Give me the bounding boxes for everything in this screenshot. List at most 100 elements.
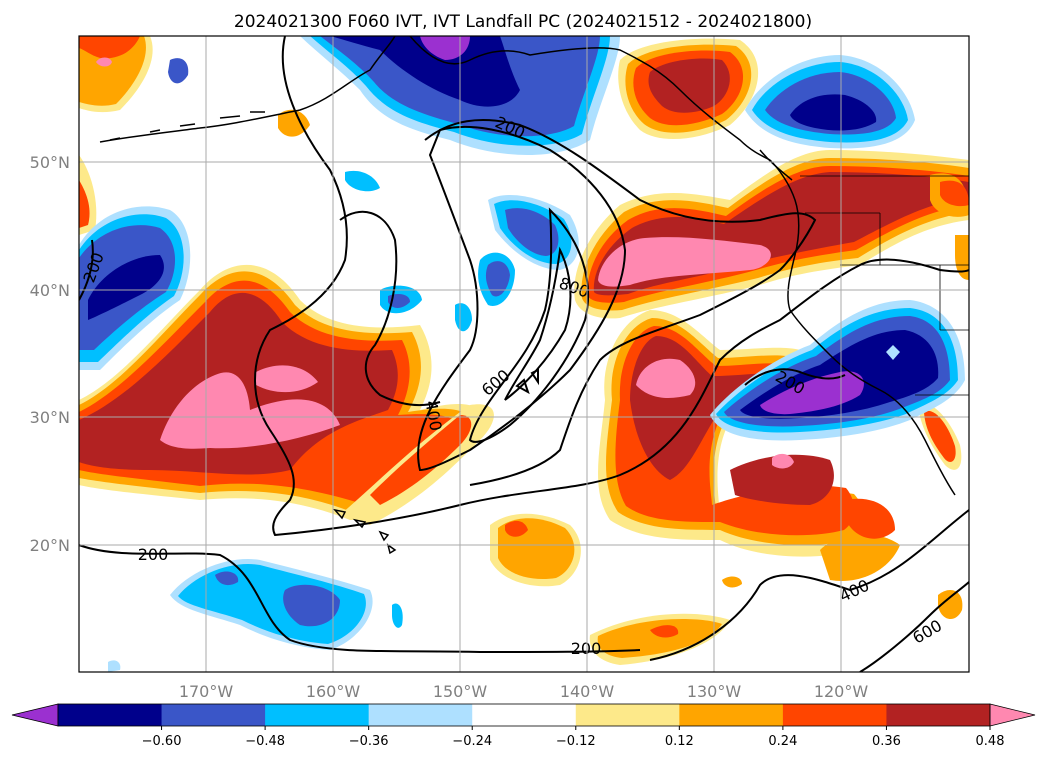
contour-label: 200 (571, 639, 602, 658)
ivt-contour-600-south (859, 581, 969, 672)
lon-label-170: 170°W (179, 682, 234, 701)
lon-label-150: 150°W (433, 682, 488, 701)
colorbar-outline (57, 703, 991, 727)
hawaii-3 (378, 530, 390, 542)
pacific-nw-coast (759, 149, 793, 181)
ivt-contour-800-tiny-2 (530, 368, 539, 386)
pos-sub-dark-2 (730, 454, 834, 505)
pos-blob-west-pink (160, 372, 340, 449)
pos-sub-pink (636, 358, 696, 398)
colorbar-tick-label: −0.24 (452, 734, 492, 749)
pos-baja-red (924, 410, 956, 462)
alaska-coast (99, 36, 396, 143)
colorbar-segment (161, 704, 266, 726)
colorbar-segment (886, 704, 991, 726)
colorbar-segment (368, 704, 473, 726)
contour-label: 200 (138, 545, 169, 564)
map-frame (78, 35, 970, 673)
pos-south-2-red (650, 625, 679, 638)
pos-south-2-orange (597, 619, 722, 658)
lon-label-160: 160°W (306, 682, 361, 701)
colorbar-tick-label: −0.48 (245, 734, 285, 749)
colorbar-tick-label: 0.36 (872, 734, 901, 749)
pos-east-edge (955, 235, 969, 280)
pos-small-1 (278, 109, 310, 137)
graticule (79, 36, 969, 672)
ivt-contour-200-lateral (744, 368, 846, 386)
pos-blob-west-pink-small (256, 365, 318, 393)
colorbar-extend-max (989, 703, 1036, 727)
coastlines (99, 36, 956, 555)
political-borders (800, 175, 969, 396)
neg-ca-purple (760, 371, 864, 415)
pos-pnw-east-red (940, 180, 969, 207)
ivt-contour-800-tiny-1 (515, 378, 530, 395)
lon-labels: 170°W 160°W 150°W 140°W 130°W 120°W (179, 682, 869, 701)
lon-label-120: 120°W (814, 682, 869, 701)
colorbar-tick-label: −0.12 (556, 734, 596, 749)
colorbar-tick-label: 0.12 (665, 734, 694, 749)
colorbar-tick-label: −0.60 (142, 734, 182, 749)
lat-label-50: 50°N (30, 153, 70, 172)
colorbar-tick-label: 0.48 (976, 734, 1005, 749)
hawaii-1 (332, 508, 347, 520)
neg-mid-2 (455, 303, 472, 332)
ivt-contour-400-south (649, 509, 969, 661)
neg-ne-navy (790, 94, 877, 131)
colorbar: −0.60 −0.48 −0.36 −0.24 −0.12 0.12 0.24 0.36 0.4… (11, 703, 1036, 749)
pos-south-5 (722, 576, 742, 588)
neg-south-blue (283, 584, 340, 627)
pos-south-3-red (846, 498, 895, 539)
map-content: 200 200 200 200 200 400 400 600 600 800 (79, 36, 969, 672)
ivt-contour-200-mid (424, 119, 817, 486)
colorbar-ticks: −0.60 −0.48 −0.36 −0.24 −0.12 0.12 0.24 0.36 0.4… (142, 726, 1005, 749)
lon-label-130: 130°W (687, 682, 742, 701)
neg-top-navy (330, 36, 520, 107)
figure-title: 2024021300 F060 IVT, IVT Landfall PC (20… (234, 12, 812, 32)
pos-topleft-pink (96, 57, 112, 67)
neg-top-small (168, 58, 189, 84)
ivt-contour-800 (504, 246, 572, 401)
ivt-contour-200-south (79, 544, 641, 654)
lon-label-140: 140°W (560, 682, 615, 701)
neg-ca-small-diamond (886, 345, 900, 360)
colorbar-segment (782, 704, 887, 726)
colorbar-tick-label: −0.36 (349, 734, 389, 749)
ivt-contour-inner-loop (339, 210, 441, 407)
pos-ne-band-pink (598, 237, 771, 287)
aleutians (109, 111, 265, 141)
ivt-contour-600 (468, 207, 589, 443)
colorbar-tick-label: 0.24 (768, 734, 797, 749)
pos-south-1-red (505, 520, 528, 537)
lat-label-30: 30°N (30, 408, 70, 427)
lat-label-20: 20°N (30, 536, 70, 555)
neg-south-blue-2 (215, 571, 239, 586)
pos-jet-red (370, 415, 472, 505)
neg-mid-5 (345, 170, 380, 192)
colorbar-segment (575, 704, 680, 726)
lat-labels: 50°N 40°N 30°N 20°N (30, 153, 70, 555)
hawaii-4 (386, 543, 397, 555)
pos-alaska-dark (648, 58, 730, 113)
ivt-contour-400 (417, 125, 627, 472)
colorbar-segment (265, 704, 370, 726)
neg-west-navy (88, 255, 164, 320)
pos-leftedge-red (79, 180, 90, 228)
bc-coast (769, 159, 956, 496)
neg-top-purple (420, 36, 470, 60)
colorbar-segment (58, 704, 163, 726)
pos-topleft-red (79, 36, 140, 59)
colorbar-extend-min (11, 703, 59, 727)
colorbar-segment (679, 704, 784, 726)
neg-south-small (392, 603, 403, 628)
colorbar-segment (472, 704, 577, 726)
alaska-panhandle-coast (409, 36, 771, 161)
pos-south-4 (938, 590, 963, 620)
pos-sub-pink-2 (772, 453, 794, 469)
hawaii-2 (352, 518, 367, 529)
neg-south-small-2 (108, 660, 121, 672)
positive-pc-shading (79, 36, 969, 665)
colorbar-segments (11, 703, 1036, 727)
neg-mid-3b (485, 261, 510, 297)
